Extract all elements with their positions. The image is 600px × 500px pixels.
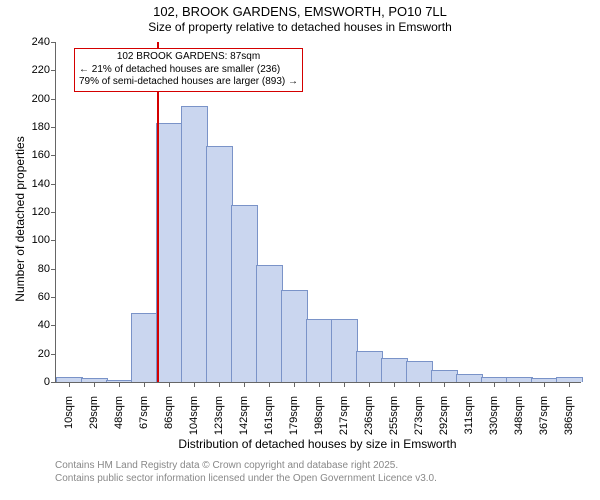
- x-tick-label: 367sqm: [538, 396, 550, 435]
- x-tick-label: 161sqm: [263, 396, 275, 435]
- x-tick-mark: [369, 382, 370, 387]
- histogram-bar: [406, 361, 433, 382]
- x-tick-label: 10sqm: [63, 396, 75, 429]
- x-tick-mark: [219, 382, 220, 387]
- x-tick-label: 236sqm: [363, 396, 375, 435]
- x-tick-mark: [419, 382, 420, 387]
- footnote: Contains HM Land Registry data © Crown c…: [55, 460, 437, 485]
- x-tick-mark: [344, 382, 345, 387]
- x-tick-mark: [269, 382, 270, 387]
- x-tick-mark: [244, 382, 245, 387]
- histogram-bar: [181, 106, 208, 382]
- histogram-bar: [331, 319, 358, 382]
- histogram-bar: [156, 123, 183, 382]
- x-tick-mark: [469, 382, 470, 387]
- histogram-bar: [556, 377, 583, 382]
- x-tick-mark: [394, 382, 395, 387]
- x-tick-mark: [494, 382, 495, 387]
- histogram-bar: [481, 377, 508, 382]
- x-tick-label: 29sqm: [88, 396, 100, 429]
- marker-line: [157, 42, 159, 382]
- x-tick-label: 273sqm: [413, 396, 425, 435]
- footnote-line1: Contains HM Land Registry data © Crown c…: [55, 460, 437, 473]
- histogram-bar: [106, 380, 133, 382]
- annotation-line3: 79% of semi-detached houses are larger (…: [79, 76, 298, 89]
- x-tick-mark: [519, 382, 520, 387]
- x-tick-mark: [444, 382, 445, 387]
- histogram-bar: [506, 377, 533, 382]
- x-tick-mark: [94, 382, 95, 387]
- annotation-line1: 102 BROOK GARDENS: 87sqm: [79, 51, 298, 64]
- y-tick-label: 240: [32, 36, 56, 48]
- histogram-bar: [231, 205, 258, 382]
- y-tick-label: 140: [32, 178, 56, 190]
- y-tick-label: 40: [38, 319, 56, 331]
- x-tick-label: 48sqm: [113, 396, 125, 429]
- y-tick-label: 160: [32, 149, 56, 161]
- histogram-bar: [531, 378, 558, 382]
- x-tick-mark: [294, 382, 295, 387]
- y-tick-label: 20: [38, 348, 56, 360]
- histogram-bar: [56, 377, 83, 382]
- x-tick-label: 217sqm: [338, 396, 350, 435]
- histogram-bar: [356, 351, 383, 382]
- chart-subtitle: Size of property relative to detached ho…: [0, 20, 600, 34]
- histogram-bar: [281, 290, 308, 382]
- x-tick-label: 198sqm: [313, 396, 325, 435]
- histogram-bar: [256, 265, 283, 382]
- y-tick-label: 80: [38, 263, 56, 275]
- x-tick-label: 292sqm: [438, 396, 450, 435]
- x-tick-label: 330sqm: [488, 396, 500, 435]
- x-tick-label: 311sqm: [463, 396, 475, 434]
- histogram-bar: [431, 370, 458, 382]
- x-tick-mark: [69, 382, 70, 387]
- chart-title: 102, BROOK GARDENS, EMSWORTH, PO10 7LL: [0, 4, 600, 19]
- x-tick-label: 386sqm: [563, 396, 575, 435]
- x-tick-label: 86sqm: [163, 396, 175, 429]
- x-tick-label: 255sqm: [388, 396, 400, 435]
- x-tick-label: 123sqm: [213, 396, 225, 435]
- y-tick-label: 180: [32, 121, 56, 133]
- x-tick-label: 67sqm: [138, 396, 150, 429]
- y-tick-label: 220: [32, 64, 56, 76]
- histogram-bar: [206, 146, 233, 382]
- histogram-bar: [381, 358, 408, 382]
- x-tick-mark: [144, 382, 145, 387]
- y-tick-label: 100: [32, 234, 56, 246]
- x-tick-label: 104sqm: [188, 396, 200, 435]
- x-tick-label: 179sqm: [288, 396, 300, 435]
- y-tick-label: 0: [44, 376, 56, 388]
- y-axis-label: Number of detached properties: [13, 119, 27, 319]
- x-tick-mark: [169, 382, 170, 387]
- footnote-line2: Contains public sector information licen…: [55, 473, 437, 486]
- annotation-line2: ← 21% of detached houses are smaller (23…: [79, 64, 298, 77]
- x-tick-mark: [319, 382, 320, 387]
- x-tick-label: 348sqm: [513, 396, 525, 435]
- histogram-bar: [81, 378, 108, 382]
- histogram-bar: [131, 313, 158, 382]
- plot-area: 02040608010012014016018020022024010sqm29…: [55, 42, 581, 383]
- histogram-bar: [306, 319, 333, 382]
- y-tick-label: 120: [32, 206, 56, 218]
- chart-container: 102, BROOK GARDENS, EMSWORTH, PO10 7LL S…: [0, 0, 600, 500]
- x-tick-mark: [194, 382, 195, 387]
- histogram-bar: [456, 374, 483, 382]
- x-tick-mark: [119, 382, 120, 387]
- x-tick-label: 142sqm: [238, 396, 250, 435]
- y-tick-label: 60: [38, 291, 56, 303]
- annotation-box: 102 BROOK GARDENS: 87sqm← 21% of detache…: [74, 48, 303, 92]
- x-axis-label: Distribution of detached houses by size …: [55, 437, 580, 451]
- x-tick-mark: [569, 382, 570, 387]
- y-tick-label: 200: [32, 93, 56, 105]
- x-tick-mark: [544, 382, 545, 387]
